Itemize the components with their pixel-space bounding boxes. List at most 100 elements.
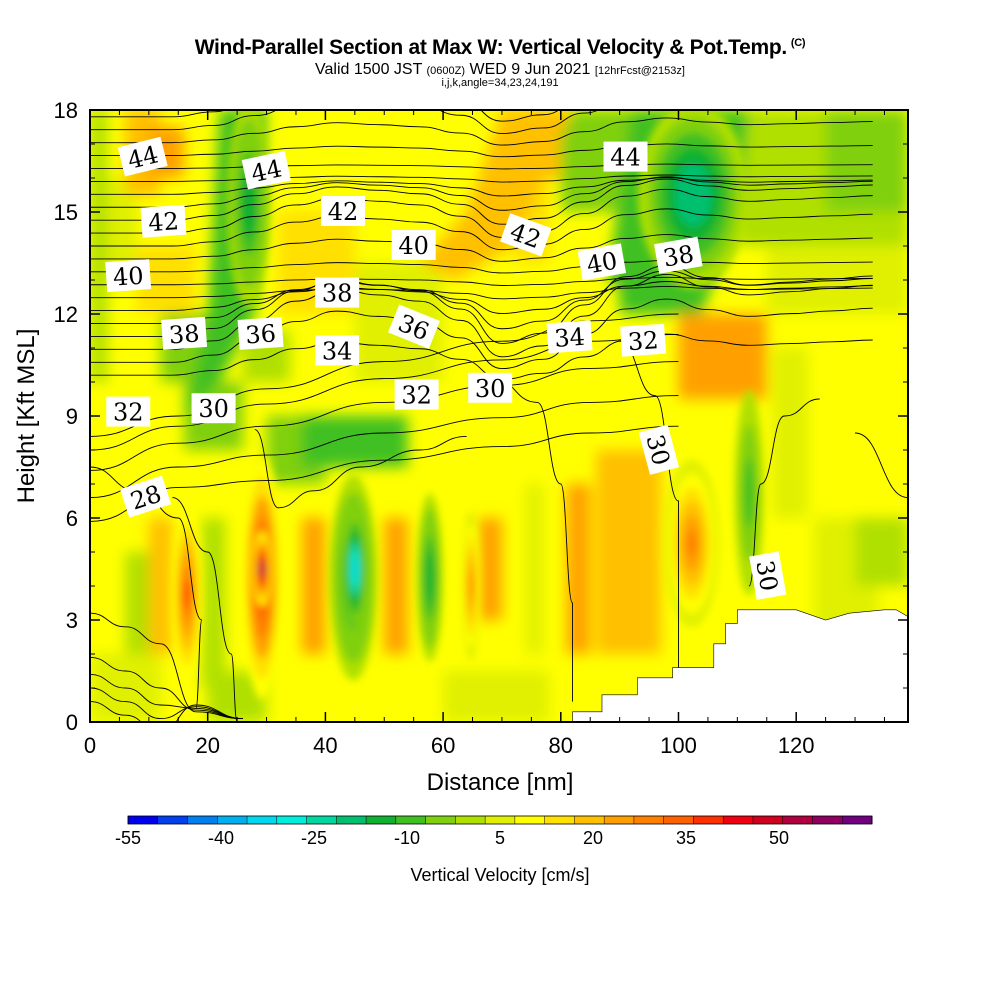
x-axis-title: Distance [nm] bbox=[427, 769, 574, 796]
theta-contour-line bbox=[90, 701, 244, 722]
contour-label-box bbox=[391, 230, 436, 260]
contour-label-text: 32 bbox=[627, 326, 659, 356]
contour-label-text: 30 bbox=[198, 395, 229, 423]
velocity-cell bbox=[260, 562, 264, 576]
colorbar-swatch bbox=[157, 816, 189, 824]
theta-contour-line bbox=[90, 395, 679, 499]
velocity-cell bbox=[352, 559, 357, 579]
field-patch bbox=[443, 671, 550, 722]
contour-label-box bbox=[140, 204, 187, 238]
field-patch bbox=[201, 518, 226, 688]
field-patch bbox=[772, 348, 808, 518]
theta-contour-label: 38 bbox=[161, 316, 208, 350]
x-tick-label: 40 bbox=[313, 733, 337, 758]
theta-contour-label: 32 bbox=[394, 379, 439, 410]
theta-contour-label: 30 bbox=[749, 551, 787, 600]
theta-contour-line bbox=[90, 274, 873, 358]
valid-utc: (0600Z) bbox=[426, 65, 466, 77]
y-tick-label: 9 bbox=[66, 404, 78, 429]
colorbar-swatch bbox=[247, 816, 278, 824]
contour-label-text: 32 bbox=[401, 382, 432, 410]
theta-contour-label: 44 bbox=[603, 141, 648, 172]
colorbar-tick-label: 20 bbox=[583, 828, 603, 848]
theta-contour-line bbox=[90, 673, 244, 720]
contour-label-text: 34 bbox=[322, 337, 353, 365]
field-patch bbox=[384, 518, 408, 654]
contour-label-text: 38 bbox=[322, 280, 353, 308]
colorbar-tick-label: 50 bbox=[769, 828, 789, 848]
colorbar-swatch bbox=[752, 816, 784, 824]
theta-contour-line bbox=[90, 656, 244, 720]
contour-label-box bbox=[388, 304, 441, 349]
contour-label-text: 42 bbox=[328, 198, 359, 226]
field-patch bbox=[148, 518, 173, 654]
theta-contour-label: 34 bbox=[315, 335, 360, 366]
theta-contour-label: 38 bbox=[315, 277, 360, 308]
colorbar-swatch bbox=[187, 816, 218, 824]
x-tick-label: 120 bbox=[778, 733, 815, 758]
theta-contour-line bbox=[90, 298, 873, 370]
contour-label-text: 34 bbox=[553, 323, 585, 353]
theta-contour-line bbox=[172, 497, 238, 722]
x-tick-label: 80 bbox=[549, 733, 573, 758]
colorbar-tick-label: -40 bbox=[208, 828, 234, 848]
contour-label-text: 44 bbox=[610, 144, 641, 172]
x-tick-label: 60 bbox=[431, 733, 455, 758]
field-patch bbox=[478, 518, 502, 620]
contour-label-box bbox=[105, 259, 152, 293]
colorbar-swatch bbox=[306, 816, 337, 824]
velocity-cell bbox=[184, 580, 190, 609]
colorbar-swatch bbox=[128, 816, 159, 824]
field-patch bbox=[525, 484, 544, 654]
theta-contour-line bbox=[90, 687, 244, 720]
y-axis-title: Height [Kft MSL] bbox=[13, 329, 40, 504]
colorbar-swatch bbox=[604, 816, 635, 824]
velocity-cell bbox=[427, 563, 432, 592]
theta-contour-line bbox=[90, 177, 873, 197]
field-patch bbox=[301, 518, 326, 654]
y-tick-label: 15 bbox=[54, 200, 78, 225]
contour-label-box bbox=[315, 277, 360, 308]
colorbar-swatch bbox=[425, 816, 456, 824]
colorbar-swatch bbox=[842, 816, 873, 824]
field-patch bbox=[855, 518, 908, 586]
theta-contour-label: 40 bbox=[391, 230, 436, 260]
colorbar-swatch bbox=[455, 816, 486, 824]
chart-title-text: Wind-Parallel Section at Max W: Vertical… bbox=[194, 36, 788, 59]
colorbar: -55 -40 -25 -10 5 20 35 50 bbox=[115, 815, 873, 848]
theta-contour-line bbox=[748, 398, 820, 587]
theta-contour-line bbox=[90, 425, 679, 522]
velocity-cell bbox=[245, 186, 253, 221]
theta-contour-line bbox=[90, 361, 679, 471]
contour-label-box bbox=[117, 136, 168, 177]
contour-label-box bbox=[749, 551, 787, 600]
contour-label-text: 40 bbox=[398, 232, 429, 260]
theta-contour-label: 34 bbox=[546, 320, 593, 354]
contour-label-text: 42 bbox=[147, 207, 179, 237]
colorbar-swatch bbox=[544, 816, 575, 824]
contour-label-box bbox=[191, 393, 236, 424]
theta-contour-line bbox=[90, 188, 873, 238]
theta-contour-label: 32 bbox=[620, 323, 667, 357]
colorbar-swatch bbox=[395, 816, 427, 824]
forecast-info: [12hrFcst@2153z] bbox=[594, 65, 685, 77]
contour-label-box bbox=[241, 150, 291, 190]
colorbar-swatch bbox=[723, 816, 754, 824]
theta-contour-line bbox=[90, 234, 873, 262]
section-params: i,j,k,angle=34,23,24,191 bbox=[441, 77, 559, 89]
vertical-velocity-field bbox=[90, 110, 908, 722]
colorbar-swatch bbox=[485, 816, 516, 824]
contour-label-box bbox=[577, 243, 627, 281]
colorbar-swatch bbox=[693, 816, 724, 824]
colorbar-swatch bbox=[633, 816, 665, 824]
field-patch bbox=[566, 484, 591, 654]
theta-contour-line bbox=[90, 285, 873, 300]
x-tick-label: 100 bbox=[660, 733, 697, 758]
contour-label-text: 44 bbox=[249, 154, 285, 188]
contour-label-box bbox=[546, 320, 593, 354]
y-tick-label: 3 bbox=[66, 608, 78, 633]
contour-label-box bbox=[603, 141, 648, 172]
